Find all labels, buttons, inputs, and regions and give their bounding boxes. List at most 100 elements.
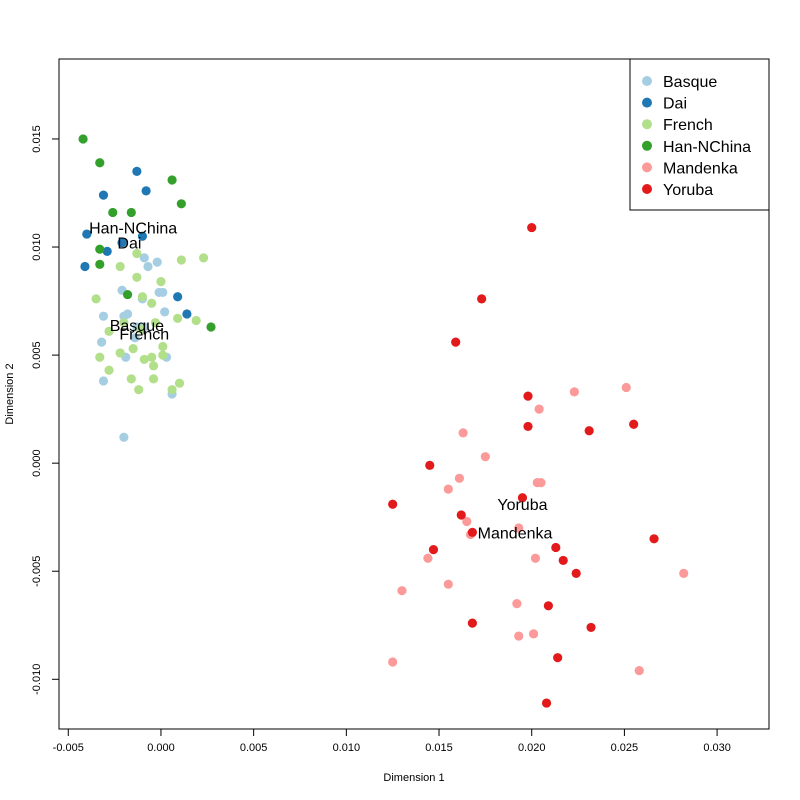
data-point [423,553,433,563]
legend-marker [642,184,652,194]
data-point [91,294,101,304]
data-point [82,229,92,239]
cluster-label: Basque [110,318,164,335]
data-point [467,527,477,537]
series-yoruba [388,222,659,708]
data-point [528,629,539,639]
data-point [98,311,109,321]
y-axis-title: Dimension 2 [4,363,16,424]
x-tick-label: 0.030 [703,742,731,754]
data-point [130,333,140,343]
data-point [147,298,157,308]
y-tick-label: 0.000 [31,449,43,477]
data-point [530,553,541,563]
data-point [167,385,177,395]
data-point [198,253,209,263]
data-point [148,361,159,371]
data-point [480,452,490,462]
x-tick-label: 0.005 [240,742,268,754]
data-point [629,419,639,429]
data-point [119,432,129,442]
legend: Basque Dai French Han-NChina Mandenka Yoruba [629,58,770,211]
data-point [115,261,125,272]
x-tick-label: 0.000 [147,742,175,754]
data-point [128,344,138,354]
data-point [150,318,160,328]
data-point [174,378,185,388]
x-tick-label: 0.015 [425,742,453,754]
data-point [397,586,407,596]
x-tick-label: -0.005 [53,742,84,754]
data-point [553,653,563,663]
data-point [176,255,186,265]
data-point [571,568,581,578]
data-point [102,246,112,256]
data-point [137,231,148,241]
data-point [95,244,105,254]
data-point [621,382,631,393]
data-point [388,657,398,667]
data-point [119,318,129,328]
data-point [97,337,107,347]
data-point [132,248,142,259]
data-point [191,315,201,326]
data-point [543,601,553,611]
data-point [117,238,127,248]
data-point [182,309,192,319]
data-point [126,207,136,218]
legend-label: Yoruba [663,182,713,199]
data-point [512,599,522,609]
data-point [147,352,157,362]
data-point [454,473,465,483]
data-points [78,134,689,708]
x-tick-label: 0.010 [333,742,361,754]
series-mandenka [388,382,689,676]
series-han-nchina [78,134,216,332]
data-point [523,391,533,401]
y-tick-label: -0.005 [31,556,43,587]
data-point [160,307,170,317]
legend-marker [642,162,652,173]
cluster-label: Dai [117,236,141,253]
data-point [148,374,159,384]
data-point [80,261,90,272]
data-point [462,516,472,527]
x-axis-title: Dimension 1 [383,772,444,784]
legend-marker [642,76,652,86]
x-tick-label: 0.025 [611,742,639,754]
data-point [443,579,453,589]
y-tick-label: 0.015 [31,125,43,153]
y-tick-label: 0.005 [31,341,43,369]
legend-marker [642,140,652,151]
data-point [135,324,146,334]
legend-box [629,58,770,211]
cluster-label: Han-NChina [89,221,177,238]
data-point [139,354,149,365]
data-point [78,134,88,144]
data-point [536,478,546,488]
data-point [558,555,568,566]
legend-label: Han-NChina [663,139,751,156]
data-point [98,376,109,386]
data-point [569,387,579,397]
data-point [115,348,125,358]
data-point [477,294,487,304]
series-french [91,248,209,395]
data-point [98,190,109,200]
x-axis: -0.005 0.000 0.005 0.010 0.015 0.020 0.025 0.03… [53,728,731,754]
series-dai [80,166,192,319]
data-point [173,292,183,302]
data-point [173,313,183,323]
data-point [679,568,689,578]
data-point [176,199,186,209]
data-point [514,523,524,533]
data-point [514,631,524,641]
data-point [139,253,149,263]
legend-label: Mandenka [663,160,738,177]
data-point [388,499,398,509]
x-tick-label: 0.020 [518,742,546,754]
data-point [517,493,528,503]
data-point [541,698,552,708]
data-point [527,222,537,233]
